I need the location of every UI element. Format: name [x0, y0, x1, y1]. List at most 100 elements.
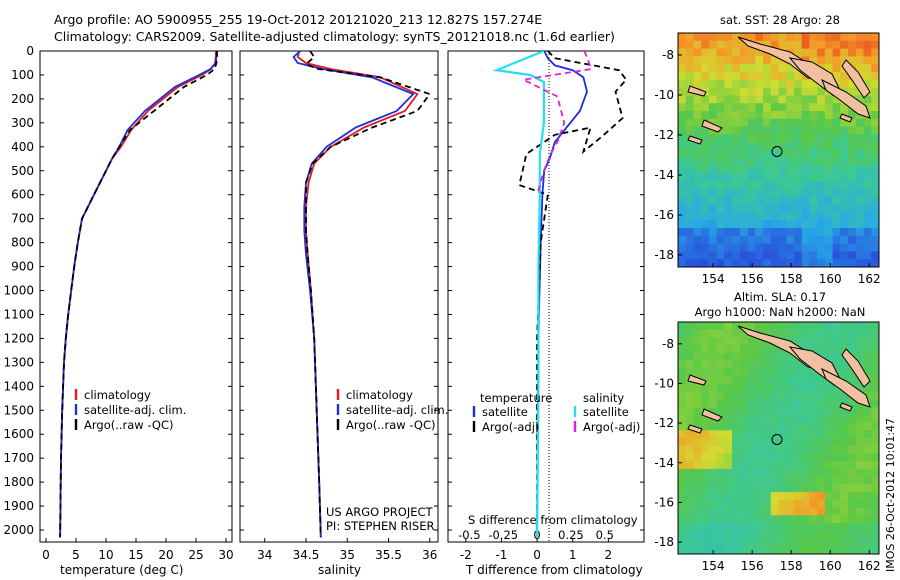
map-cell: [809, 134, 818, 143]
map-cell: [871, 492, 879, 501]
map-cell: [678, 64, 687, 73]
map-cell: [701, 430, 710, 439]
map-cell: [724, 337, 733, 346]
map-cell: [693, 212, 702, 221]
map-cell: [848, 118, 857, 128]
map-cell: [817, 111, 826, 120]
map-cell: [693, 368, 702, 377]
map-cell: [778, 515, 787, 524]
map-cell: [724, 515, 733, 524]
map-cell: [747, 111, 756, 120]
map-cell: [678, 438, 687, 447]
map-cell: [701, 337, 710, 346]
map-cell: [817, 165, 826, 174]
map-cell: [693, 414, 702, 424]
map-cell: [701, 546, 710, 554]
land-outline: [687, 374, 707, 386]
map-cell: [832, 173, 841, 182]
map-cell: [863, 150, 872, 159]
map-cell: [863, 484, 872, 493]
map-cell: [855, 165, 865, 174]
map-cell: [716, 189, 725, 198]
x-tick-label: 0: [533, 548, 541, 562]
map-cell: [863, 438, 872, 447]
map-cell: [763, 173, 772, 182]
map-cell: [801, 40, 810, 50]
map-cell: [840, 538, 849, 547]
map-cell: [678, 142, 687, 151]
map-cell: [724, 111, 733, 120]
map-cell: [747, 181, 756, 190]
map-cell: [871, 189, 879, 198]
map-cell: [817, 538, 826, 547]
map-cell: [824, 422, 834, 431]
map-cell: [778, 142, 787, 151]
map-cell: [732, 72, 741, 81]
map-cell: [678, 376, 687, 385]
map-cell: [763, 376, 772, 385]
map-cell: [747, 368, 756, 377]
map-cell: [848, 48, 857, 57]
depth-tick-label: 900: [11, 260, 34, 274]
map-cell: [817, 220, 826, 229]
map-cell: [786, 95, 795, 104]
map-cell: [863, 56, 872, 65]
map-cell: [747, 103, 756, 112]
map-cell: [855, 546, 865, 554]
map-cell: [824, 322, 834, 331]
map-cell: [871, 251, 879, 260]
map-cell: [871, 204, 879, 213]
map-cell: [724, 259, 733, 267]
land-outline: [821, 78, 871, 119]
map-cell: [840, 165, 849, 174]
map-cell: [848, 523, 857, 532]
land-outline: [701, 408, 723, 422]
temperature-axes-frame: [39, 50, 233, 543]
map-cell: [871, 134, 879, 143]
map-cell: [801, 492, 810, 501]
map-cell: [809, 515, 818, 524]
map-cell: [855, 212, 865, 221]
map-cell: [832, 118, 841, 128]
map-cell: [770, 251, 780, 260]
map-cell: [747, 391, 756, 400]
map-cell: [855, 337, 865, 346]
map-cell: [763, 103, 772, 112]
map-cell: [848, 165, 857, 174]
map-cell: [786, 368, 795, 377]
map-cell: [678, 48, 687, 57]
map-cell: [863, 142, 872, 151]
map-cell: [770, 407, 780, 416]
map-cell: [786, 492, 795, 501]
map-cell: [708, 103, 718, 112]
map-cell: [747, 414, 756, 424]
map-cell: [755, 345, 764, 354]
map-cell: [794, 523, 803, 532]
depth-tick-label: 700: [11, 212, 34, 226]
map-cell: [786, 181, 795, 190]
map-cell: [794, 48, 803, 57]
map-cell: [778, 484, 787, 493]
map-cell: [863, 368, 872, 377]
sst-map-panel: sat. SST: 28 Argo: 28 154 156 158 160 162-8-…: [654, 13, 880, 286]
depth-tick-label: 400: [11, 140, 34, 154]
map-cell: [770, 445, 780, 454]
map-cell: [739, 33, 749, 42]
map-cell: [701, 422, 710, 431]
map-cell: [716, 40, 725, 50]
map-cell: [809, 523, 818, 532]
depth-tick-label: 1700: [3, 451, 34, 465]
map-cell: [693, 56, 702, 65]
map-cell: [747, 453, 756, 462]
map-cell: [840, 181, 849, 190]
map-cell: [770, 150, 780, 159]
map-cell: [701, 165, 710, 174]
map-cell: [778, 251, 787, 260]
map-cell: [817, 251, 826, 260]
map-cell: [855, 64, 865, 73]
map-cell: [817, 150, 826, 159]
map-cell: [786, 414, 795, 424]
map-cell: [716, 157, 725, 167]
map-cell: [708, 33, 718, 42]
map-cell: [871, 499, 879, 509]
